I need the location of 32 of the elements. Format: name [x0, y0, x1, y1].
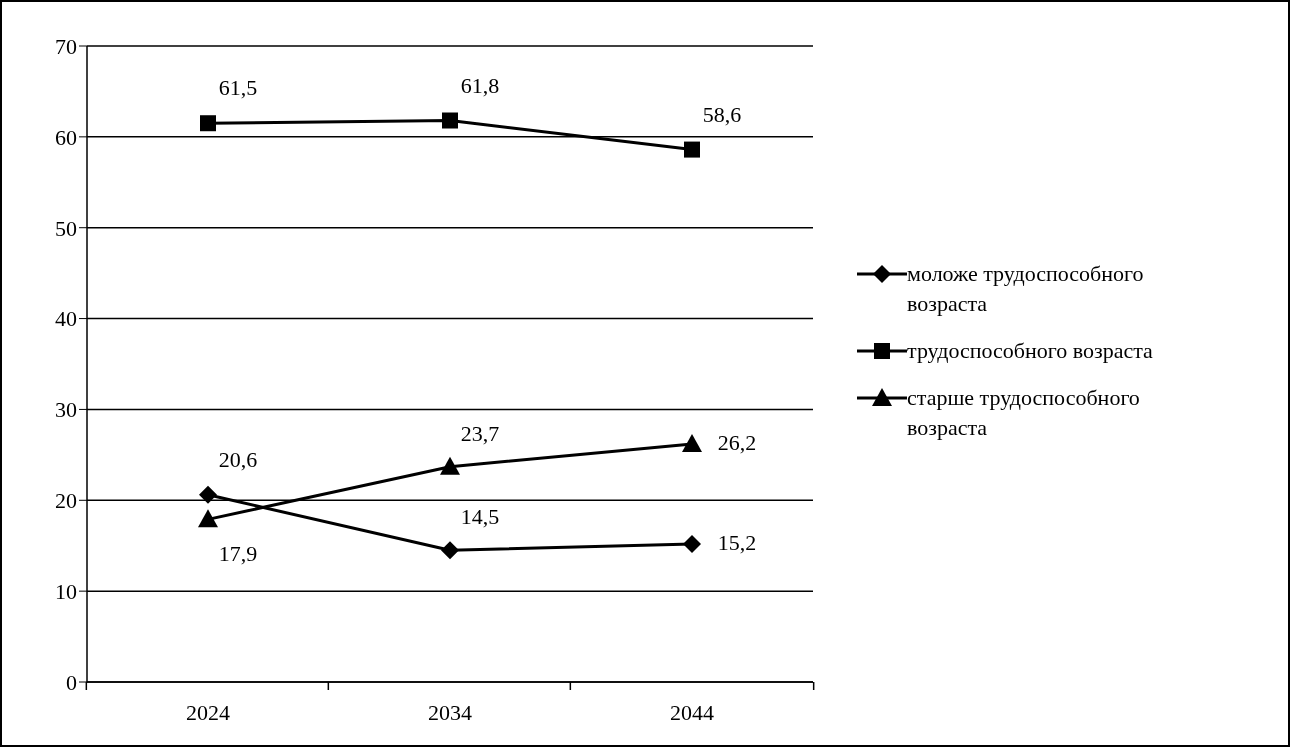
y-tick-label: 10 — [55, 578, 77, 604]
point — [684, 141, 700, 158]
point — [440, 456, 460, 475]
y-tick-label: 40 — [55, 306, 77, 332]
x-tick-label: 2044 — [670, 700, 714, 725]
point — [442, 112, 458, 129]
x-tick-label: 2024 — [186, 700, 230, 725]
data-label: 26,2 — [717, 429, 757, 455]
data-label: 17,9 — [218, 541, 258, 567]
point — [199, 485, 217, 504]
point — [683, 534, 701, 553]
x-tick-label: 2034 — [428, 700, 472, 725]
y-tick-label: 0 — [66, 669, 77, 695]
data-label: 23,7 — [460, 420, 500, 446]
y-tick-label: 20 — [55, 488, 77, 514]
data-label: 58,6 — [702, 101, 742, 127]
point — [441, 541, 459, 560]
data-label: 15,2 — [717, 529, 757, 555]
point — [198, 509, 218, 528]
y-tick-label: 50 — [55, 215, 77, 241]
legend-label: трудоспособного возраста — [907, 337, 1153, 365]
y-tick-label: 30 — [55, 397, 77, 423]
y-tick-label: 60 — [55, 124, 77, 150]
legend-label: старше трудоспособного возраста — [907, 384, 1141, 442]
data-label: 61,5 — [218, 75, 258, 101]
y-tick-label: 70 — [55, 33, 77, 59]
data-label: 20,6 — [218, 446, 258, 472]
data-label: 14,5 — [460, 504, 500, 530]
data-label: 61,8 — [460, 72, 500, 98]
legend-label: моложе трудоспособного возраста — [907, 260, 1145, 318]
point — [200, 115, 216, 132]
point — [682, 433, 702, 452]
